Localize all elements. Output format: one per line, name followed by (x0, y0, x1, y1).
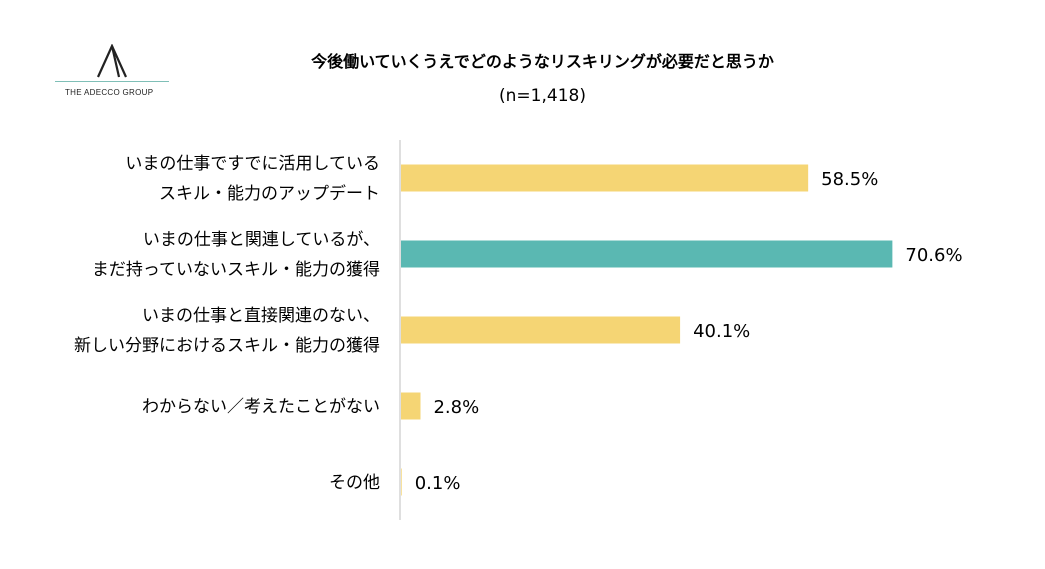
category-label-3-line-2: 新しい分野におけるスキル・能力の獲得 (74, 336, 380, 356)
value-label-4: 2.8% (433, 397, 479, 418)
chart-title: 今後働いていくうえでどのようなリスキリングが必要だと思うか (311, 52, 774, 71)
logo-brand-text: THE ADECCO GROUP (65, 88, 154, 97)
chart-subtitle: (n=1,418) (499, 86, 586, 106)
category-label-4-line-1: わからない／考えたことがない (142, 397, 380, 417)
category-label-2-line-1: いまの仕事と関連しているが、 (143, 230, 380, 250)
logo-rule (55, 81, 169, 82)
bar-2 (401, 240, 893, 268)
value-label-2: 70.6% (905, 245, 962, 266)
bar-5 (401, 468, 402, 496)
value-label-1: 58.5% (821, 169, 878, 190)
category-label-3-line-1: いまの仕事と直接関連のない、 (142, 306, 380, 326)
category-label-2-line-2: まだ持っていないスキル・能力の獲得 (92, 260, 380, 280)
bar-1 (401, 164, 809, 192)
value-label-5: 0.1% (415, 473, 461, 494)
category-label-5-line-1: その他 (329, 473, 380, 493)
bar-4 (401, 392, 421, 420)
adecco-logo: THE ADECCO GROUP (55, 44, 171, 100)
category-label-1-line-2: スキル・能力のアップデート (159, 183, 380, 204)
bar-3 (401, 316, 681, 344)
adecco-a-mark-icon (96, 44, 128, 78)
value-label-3: 40.1% (693, 321, 750, 342)
category-label-1-line-1: いまの仕事ですでに活用している (125, 154, 380, 174)
